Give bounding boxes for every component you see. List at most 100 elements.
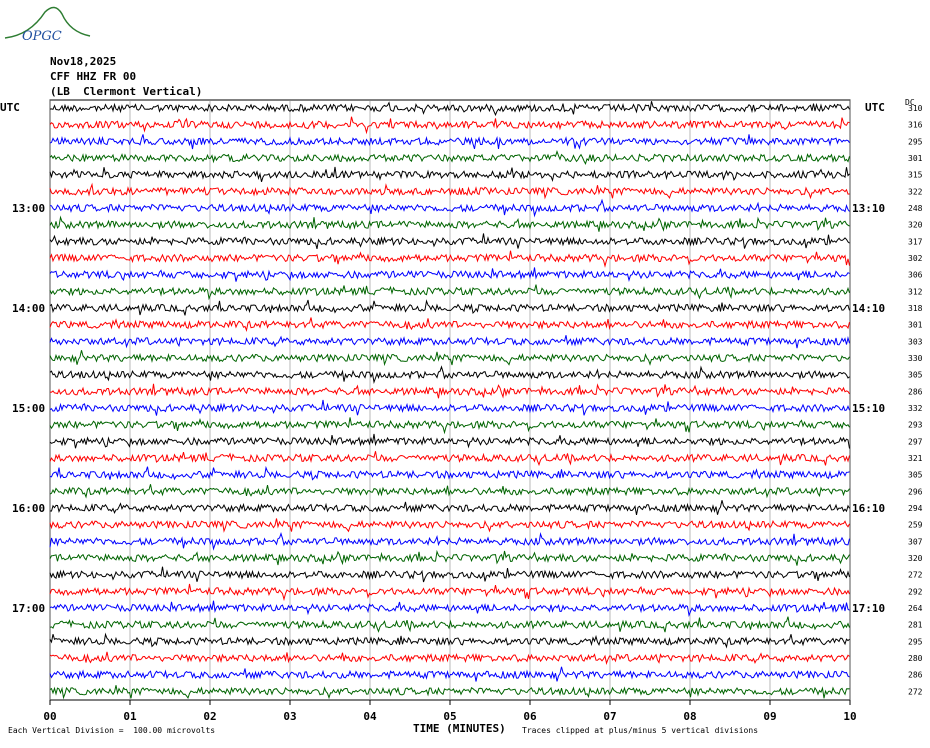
- trace: [49, 101, 850, 117]
- trace: [49, 284, 850, 301]
- trace: [49, 335, 850, 349]
- trace: [49, 685, 850, 700]
- x-tick-label: 04: [363, 710, 377, 723]
- trace: [49, 531, 850, 551]
- dc-value: 286: [908, 671, 923, 680]
- x-tick-label: 02: [203, 710, 216, 723]
- dc-value: 306: [908, 271, 923, 280]
- trace: [49, 250, 850, 268]
- trace: [49, 583, 850, 602]
- trace: [49, 267, 850, 282]
- time-label-right: 13:10: [852, 202, 885, 215]
- dc-value: 248: [908, 204, 923, 213]
- location: (LB Clermont Vertical): [50, 85, 202, 98]
- dc-value: 318: [908, 304, 923, 313]
- x-tick-label: 03: [283, 710, 296, 723]
- trace: [49, 299, 850, 316]
- trace: [49, 465, 850, 481]
- dc-value: 310: [908, 104, 923, 113]
- trace: [49, 116, 850, 135]
- logo-mark: [4, 6, 91, 39]
- dc-value: 307: [908, 537, 923, 546]
- dc-value: 264: [908, 604, 923, 613]
- dc-value: 321: [908, 454, 923, 463]
- trace: [49, 433, 850, 449]
- x-axis-label: TIME (MINUTES): [413, 722, 506, 735]
- trace: [49, 383, 850, 399]
- dc-value: 301: [908, 154, 923, 163]
- trace: [49, 150, 850, 165]
- trace: [49, 233, 850, 250]
- date: Nov18,2025: [50, 55, 116, 68]
- trace: [49, 166, 850, 182]
- x-tick-label: 10: [843, 710, 856, 723]
- time-label-right: 16:10: [852, 502, 885, 515]
- dc-value: 295: [908, 137, 923, 146]
- trace: [49, 182, 850, 200]
- trace: [49, 518, 850, 533]
- dc-value: 305: [908, 371, 923, 380]
- x-tick-label: 07: [603, 710, 616, 723]
- x-tick-label: 00: [43, 710, 56, 723]
- trace: [49, 417, 850, 435]
- dc-value: 292: [908, 587, 923, 596]
- dc-value: 259: [908, 521, 923, 530]
- utc-left: UTC: [0, 101, 20, 114]
- dc-value: 297: [908, 437, 923, 446]
- trace: [49, 549, 850, 566]
- trace: [49, 215, 850, 232]
- dc-value: 320: [908, 554, 923, 563]
- time-label-left: 14:00: [12, 302, 45, 315]
- trace: [49, 616, 850, 633]
- trace: [49, 600, 850, 618]
- trace: [49, 566, 850, 583]
- trace: [49, 632, 850, 649]
- dc-value: 280: [908, 654, 923, 663]
- dc-value: 332: [908, 404, 923, 413]
- x-tick-label: 06: [523, 710, 537, 723]
- trace: [49, 451, 850, 467]
- dc-value: 296: [908, 487, 923, 496]
- dc-value: 330: [908, 354, 923, 363]
- trace: [49, 500, 850, 515]
- trace: [49, 666, 850, 682]
- dc-label: DC: [905, 98, 915, 107]
- dc-value: 322: [908, 187, 923, 196]
- scale-note: Each Vertical Division = 100.00 microvol…: [8, 726, 215, 735]
- logo: OPGC: [22, 29, 62, 44]
- x-tick-label: 05: [443, 710, 456, 723]
- dc-value: 302: [908, 254, 923, 263]
- dc-value: 281: [908, 621, 923, 630]
- trace: [49, 365, 850, 385]
- x-tick-label: 01: [123, 710, 137, 723]
- dc-value: 315: [908, 171, 923, 180]
- dc-value: 320: [908, 221, 923, 230]
- trace: [49, 484, 850, 499]
- dc-value: 293: [908, 421, 923, 430]
- x-tick-label: 08: [683, 710, 696, 723]
- dc-value: 312: [908, 287, 923, 296]
- dc-value: 272: [908, 687, 923, 696]
- dc-value: 272: [908, 571, 923, 580]
- trace: [49, 399, 850, 416]
- dc-value: 295: [908, 637, 923, 646]
- dc-value: 286: [908, 387, 923, 396]
- trace: [49, 350, 850, 367]
- station: CFF HHZ FR 00: [50, 70, 136, 83]
- time-label-left: 15:00: [12, 402, 45, 415]
- time-label-right: 14:10: [852, 302, 885, 315]
- dc-value: 303: [908, 337, 923, 346]
- time-label-left: 16:00: [12, 502, 45, 515]
- trace: [49, 651, 850, 665]
- time-label-right: 17:10: [852, 602, 885, 615]
- utc-right: UTC: [865, 101, 885, 114]
- x-tick-label: 09: [763, 710, 776, 723]
- time-label-left: 17:00: [12, 602, 45, 615]
- trace: [49, 198, 850, 218]
- time-label-right: 15:10: [852, 402, 885, 415]
- trace: [49, 134, 850, 150]
- dc-value: 301: [908, 321, 923, 330]
- dc-value: 305: [908, 471, 923, 480]
- time-label-left: 13:00: [12, 202, 45, 215]
